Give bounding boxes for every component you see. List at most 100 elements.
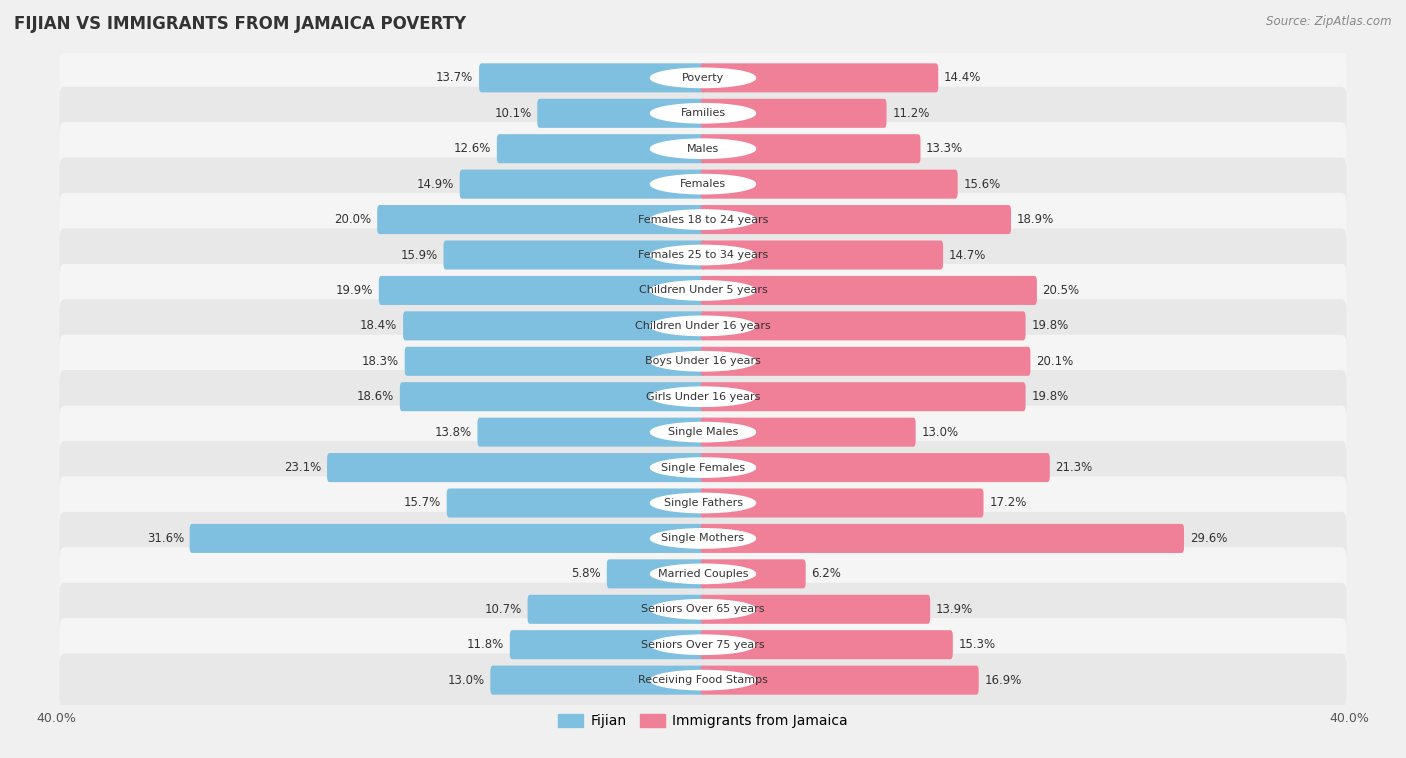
Text: FIJIAN VS IMMIGRANTS FROM JAMAICA POVERTY: FIJIAN VS IMMIGRANTS FROM JAMAICA POVERT… [14, 15, 467, 33]
Ellipse shape [651, 671, 755, 690]
Ellipse shape [651, 352, 755, 371]
Text: 13.3%: 13.3% [927, 143, 963, 155]
FancyBboxPatch shape [59, 406, 1347, 459]
Ellipse shape [651, 493, 755, 512]
Ellipse shape [651, 458, 755, 478]
Text: Males: Males [688, 144, 718, 154]
FancyBboxPatch shape [700, 99, 887, 128]
FancyBboxPatch shape [377, 205, 706, 234]
FancyBboxPatch shape [460, 170, 706, 199]
FancyBboxPatch shape [59, 618, 1347, 672]
Legend: Fijian, Immigrants from Jamaica: Fijian, Immigrants from Jamaica [553, 709, 853, 734]
Text: 18.3%: 18.3% [361, 355, 399, 368]
Text: Children Under 5 years: Children Under 5 years [638, 286, 768, 296]
Text: Single Mothers: Single Mothers [661, 534, 745, 543]
FancyBboxPatch shape [491, 666, 706, 694]
Text: 21.3%: 21.3% [1056, 461, 1092, 474]
FancyBboxPatch shape [700, 488, 984, 518]
FancyBboxPatch shape [59, 547, 1347, 600]
FancyBboxPatch shape [700, 559, 806, 588]
Text: 19.9%: 19.9% [336, 284, 373, 297]
Text: Poverty: Poverty [682, 73, 724, 83]
Ellipse shape [651, 529, 755, 548]
Text: 15.7%: 15.7% [404, 496, 441, 509]
FancyBboxPatch shape [59, 370, 1347, 423]
Ellipse shape [651, 68, 755, 87]
Text: 10.7%: 10.7% [485, 603, 522, 615]
Text: Single Fathers: Single Fathers [664, 498, 742, 508]
FancyBboxPatch shape [537, 99, 706, 128]
FancyBboxPatch shape [59, 299, 1347, 352]
Text: Children Under 16 years: Children Under 16 years [636, 321, 770, 330]
Ellipse shape [651, 600, 755, 619]
FancyBboxPatch shape [59, 512, 1347, 565]
FancyBboxPatch shape [59, 86, 1347, 140]
Text: 15.3%: 15.3% [959, 638, 995, 651]
Text: 11.2%: 11.2% [893, 107, 929, 120]
FancyBboxPatch shape [404, 312, 706, 340]
Text: 13.7%: 13.7% [436, 71, 474, 84]
Ellipse shape [651, 564, 755, 584]
Text: 10.1%: 10.1% [495, 107, 531, 120]
FancyBboxPatch shape [328, 453, 706, 482]
FancyBboxPatch shape [700, 453, 1050, 482]
FancyBboxPatch shape [443, 240, 706, 270]
Ellipse shape [651, 174, 755, 194]
Text: 31.6%: 31.6% [146, 532, 184, 545]
FancyBboxPatch shape [59, 441, 1347, 494]
Text: Females 25 to 34 years: Females 25 to 34 years [638, 250, 768, 260]
FancyBboxPatch shape [405, 346, 706, 376]
FancyBboxPatch shape [59, 52, 1347, 105]
Text: 19.8%: 19.8% [1031, 319, 1069, 332]
FancyBboxPatch shape [700, 312, 1025, 340]
FancyBboxPatch shape [496, 134, 706, 163]
FancyBboxPatch shape [59, 228, 1347, 281]
Text: 15.6%: 15.6% [963, 177, 1001, 191]
Ellipse shape [651, 387, 755, 406]
Text: Families: Families [681, 108, 725, 118]
Text: 17.2%: 17.2% [990, 496, 1026, 509]
Text: Girls Under 16 years: Girls Under 16 years [645, 392, 761, 402]
Text: 29.6%: 29.6% [1189, 532, 1227, 545]
Text: 12.6%: 12.6% [454, 143, 491, 155]
FancyBboxPatch shape [700, 205, 1011, 234]
Text: Single Males: Single Males [668, 428, 738, 437]
Ellipse shape [651, 316, 755, 336]
FancyBboxPatch shape [59, 264, 1347, 317]
FancyBboxPatch shape [59, 122, 1347, 175]
FancyBboxPatch shape [700, 630, 953, 659]
Text: 13.0%: 13.0% [921, 426, 959, 439]
FancyBboxPatch shape [59, 477, 1347, 530]
Text: 19.8%: 19.8% [1031, 390, 1069, 403]
Text: 20.5%: 20.5% [1043, 284, 1080, 297]
Ellipse shape [651, 280, 755, 300]
Text: 16.9%: 16.9% [984, 674, 1022, 687]
Text: 13.8%: 13.8% [434, 426, 472, 439]
FancyBboxPatch shape [447, 488, 706, 518]
Text: Single Females: Single Females [661, 462, 745, 472]
Text: Married Couples: Married Couples [658, 568, 748, 579]
Ellipse shape [651, 246, 755, 265]
Text: Females: Females [681, 179, 725, 190]
FancyBboxPatch shape [478, 418, 706, 446]
Ellipse shape [651, 139, 755, 158]
FancyBboxPatch shape [700, 134, 921, 163]
Text: 13.0%: 13.0% [447, 674, 485, 687]
FancyBboxPatch shape [607, 559, 706, 588]
Text: 6.2%: 6.2% [811, 567, 841, 581]
FancyBboxPatch shape [700, 595, 931, 624]
FancyBboxPatch shape [700, 346, 1031, 376]
FancyBboxPatch shape [510, 630, 706, 659]
Text: 20.1%: 20.1% [1036, 355, 1073, 368]
FancyBboxPatch shape [700, 418, 915, 446]
Text: Boys Under 16 years: Boys Under 16 years [645, 356, 761, 366]
Text: 13.9%: 13.9% [936, 603, 973, 615]
Text: 18.9%: 18.9% [1017, 213, 1054, 226]
FancyBboxPatch shape [700, 240, 943, 270]
Ellipse shape [651, 635, 755, 654]
Text: 18.4%: 18.4% [360, 319, 398, 332]
Ellipse shape [651, 210, 755, 229]
Ellipse shape [651, 422, 755, 442]
Text: 11.8%: 11.8% [467, 638, 505, 651]
Text: Source: ZipAtlas.com: Source: ZipAtlas.com [1267, 15, 1392, 28]
